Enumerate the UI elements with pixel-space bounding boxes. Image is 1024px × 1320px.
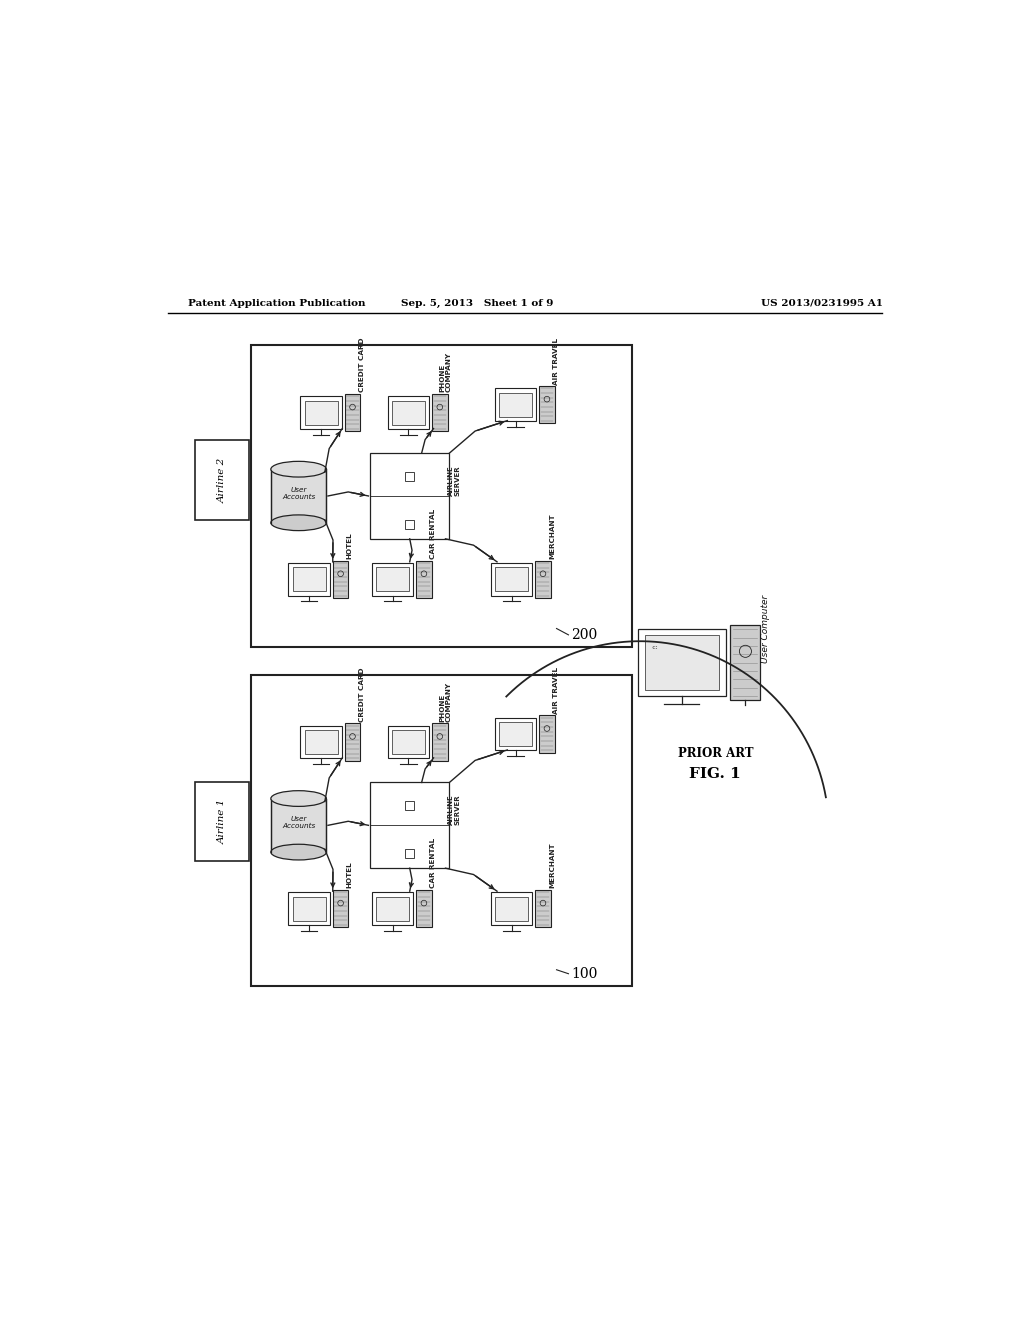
Text: PRIOR ART: PRIOR ART xyxy=(678,747,753,760)
FancyBboxPatch shape xyxy=(300,726,342,759)
FancyBboxPatch shape xyxy=(196,781,249,861)
FancyBboxPatch shape xyxy=(305,730,338,754)
Text: AIRLINE
SERVER: AIRLINE SERVER xyxy=(447,465,461,496)
FancyBboxPatch shape xyxy=(300,396,342,429)
FancyBboxPatch shape xyxy=(499,722,531,746)
Text: FIG. 1: FIG. 1 xyxy=(689,767,741,780)
FancyBboxPatch shape xyxy=(645,635,719,690)
Text: c:: c: xyxy=(651,644,658,649)
FancyBboxPatch shape xyxy=(388,396,429,429)
Text: User
Accounts: User Accounts xyxy=(282,487,315,500)
Text: 100: 100 xyxy=(571,966,598,981)
FancyBboxPatch shape xyxy=(372,562,414,595)
FancyBboxPatch shape xyxy=(416,890,432,927)
FancyBboxPatch shape xyxy=(638,628,726,697)
Text: Sep. 5, 2013   Sheet 1 of 9: Sep. 5, 2013 Sheet 1 of 9 xyxy=(401,298,553,308)
FancyBboxPatch shape xyxy=(406,801,414,810)
FancyBboxPatch shape xyxy=(432,723,447,760)
FancyBboxPatch shape xyxy=(289,892,330,925)
FancyBboxPatch shape xyxy=(370,783,450,869)
FancyBboxPatch shape xyxy=(333,561,348,598)
FancyBboxPatch shape xyxy=(251,675,632,986)
FancyBboxPatch shape xyxy=(730,624,761,701)
Text: HOTEL: HOTEL xyxy=(347,862,352,888)
FancyBboxPatch shape xyxy=(536,890,551,927)
Text: Airline 2: Airline 2 xyxy=(217,458,226,503)
FancyBboxPatch shape xyxy=(376,568,409,591)
Text: AIR TRAVEL: AIR TRAVEL xyxy=(553,667,559,714)
FancyBboxPatch shape xyxy=(293,896,326,921)
FancyBboxPatch shape xyxy=(496,568,528,591)
FancyBboxPatch shape xyxy=(333,890,348,927)
Ellipse shape xyxy=(270,791,327,807)
FancyBboxPatch shape xyxy=(539,387,555,424)
FancyBboxPatch shape xyxy=(376,896,409,921)
Text: User
Accounts: User Accounts xyxy=(282,816,315,829)
Text: 200: 200 xyxy=(571,628,597,642)
FancyBboxPatch shape xyxy=(372,892,414,925)
Text: Airline 1: Airline 1 xyxy=(217,799,226,843)
Ellipse shape xyxy=(270,515,327,531)
Text: CAR RENTAL: CAR RENTAL xyxy=(430,510,436,560)
FancyBboxPatch shape xyxy=(490,562,532,595)
FancyBboxPatch shape xyxy=(490,892,532,925)
Text: Patent Application Publication: Patent Application Publication xyxy=(187,298,365,308)
Ellipse shape xyxy=(270,845,327,859)
Text: PHONE
COMPANY: PHONE COMPANY xyxy=(439,681,452,722)
FancyBboxPatch shape xyxy=(196,441,249,520)
FancyBboxPatch shape xyxy=(392,730,425,754)
Text: CREDIT CARD: CREDIT CARD xyxy=(358,668,365,722)
FancyBboxPatch shape xyxy=(270,469,327,523)
FancyBboxPatch shape xyxy=(388,726,429,759)
FancyBboxPatch shape xyxy=(496,896,528,921)
FancyBboxPatch shape xyxy=(536,561,551,598)
FancyBboxPatch shape xyxy=(392,400,425,425)
FancyBboxPatch shape xyxy=(345,395,360,432)
FancyBboxPatch shape xyxy=(416,561,432,598)
FancyBboxPatch shape xyxy=(305,400,338,425)
FancyBboxPatch shape xyxy=(406,849,414,858)
FancyBboxPatch shape xyxy=(406,520,414,528)
Text: User Computer: User Computer xyxy=(761,594,770,663)
FancyBboxPatch shape xyxy=(370,453,450,539)
FancyBboxPatch shape xyxy=(495,718,537,751)
FancyBboxPatch shape xyxy=(539,715,555,752)
Text: AIRLINE
SERVER: AIRLINE SERVER xyxy=(447,795,461,825)
FancyBboxPatch shape xyxy=(432,395,447,432)
Text: CREDIT CARD: CREDIT CARD xyxy=(358,338,365,392)
Text: AIR TRAVEL: AIR TRAVEL xyxy=(553,338,559,384)
FancyBboxPatch shape xyxy=(345,723,360,760)
FancyBboxPatch shape xyxy=(293,568,326,591)
Text: HOTEL: HOTEL xyxy=(347,532,352,560)
FancyBboxPatch shape xyxy=(251,346,632,647)
FancyBboxPatch shape xyxy=(270,799,327,853)
Text: US 2013/0231995 A1: US 2013/0231995 A1 xyxy=(762,298,884,308)
Text: PHONE
COMPANY: PHONE COMPANY xyxy=(439,352,452,392)
FancyBboxPatch shape xyxy=(406,471,414,480)
FancyBboxPatch shape xyxy=(495,388,537,421)
FancyBboxPatch shape xyxy=(289,562,330,595)
Text: MERCHANT: MERCHANT xyxy=(549,513,555,560)
Text: CAR RENTAL: CAR RENTAL xyxy=(430,838,436,888)
Text: MERCHANT: MERCHANT xyxy=(549,843,555,888)
Ellipse shape xyxy=(270,461,327,477)
FancyBboxPatch shape xyxy=(499,392,531,417)
